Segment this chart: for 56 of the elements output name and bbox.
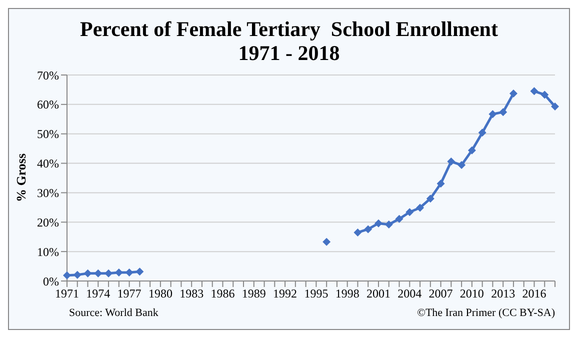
point — [73, 270, 82, 279]
point — [458, 161, 466, 170]
source-note: Source: World Bank — [69, 307, 158, 319]
point — [416, 204, 424, 212]
x-tick-label: 2001 — [366, 286, 390, 301]
point — [395, 214, 404, 223]
x-tick-label: 2010 — [460, 286, 484, 301]
x-tick-label: 1986 — [210, 286, 235, 301]
point — [426, 194, 434, 203]
y-tick-label: 20% — [37, 215, 59, 230]
point — [551, 102, 559, 110]
point — [354, 228, 362, 236]
chart-title: Percent of Female Tertiary School Enrollment — [79, 17, 499, 41]
point — [499, 108, 508, 116]
point — [436, 180, 445, 188]
point — [84, 269, 92, 278]
chart-subtitle: 1971 - 2018 — [237, 41, 341, 65]
point — [384, 220, 393, 228]
y-tick-label: 70% — [37, 68, 59, 82]
point — [447, 158, 456, 166]
x-tick-label: 1983 — [180, 286, 204, 301]
point — [322, 238, 331, 246]
y-tick-label: 10% — [37, 244, 59, 259]
x-tick-label: 1995 — [304, 286, 328, 301]
y-tick-label: 60% — [37, 98, 59, 112]
x-tick-label: 1974 — [86, 286, 110, 301]
x-tick-label: 2016 — [522, 286, 546, 301]
y-axis-title: % Gross — [14, 153, 29, 202]
point — [364, 225, 372, 234]
x-tick-label: 1980 — [148, 286, 172, 301]
point — [530, 87, 538, 96]
point — [488, 110, 497, 118]
y-tick-label: 30% — [37, 186, 59, 200]
x-tick-label: 1977 — [117, 286, 142, 301]
point — [104, 269, 113, 278]
point — [136, 268, 144, 276]
x-tick-label: 1998 — [335, 286, 360, 301]
x-tick-label: 2013 — [491, 286, 516, 301]
point — [540, 90, 549, 99]
x-tick-label: 1992 — [273, 286, 298, 301]
text: ©The Iran Primer (CC BY-SA) — [417, 307, 555, 319]
point — [509, 90, 518, 98]
point — [478, 128, 486, 137]
point — [125, 268, 134, 276]
point — [94, 269, 102, 278]
y-tick-label: 50% — [37, 127, 59, 142]
point — [63, 271, 71, 280]
x-tick-label: 2007 — [428, 286, 453, 301]
point — [374, 219, 382, 228]
point — [468, 146, 476, 154]
y-tick-label: 40% — [37, 156, 59, 171]
x-tick-label: 2004 — [398, 286, 422, 301]
y-tick-label: 0% — [43, 274, 59, 288]
point — [406, 208, 414, 216]
x-tick-label: 1971 — [55, 286, 79, 301]
x-tick-label: 1989 — [242, 286, 266, 301]
